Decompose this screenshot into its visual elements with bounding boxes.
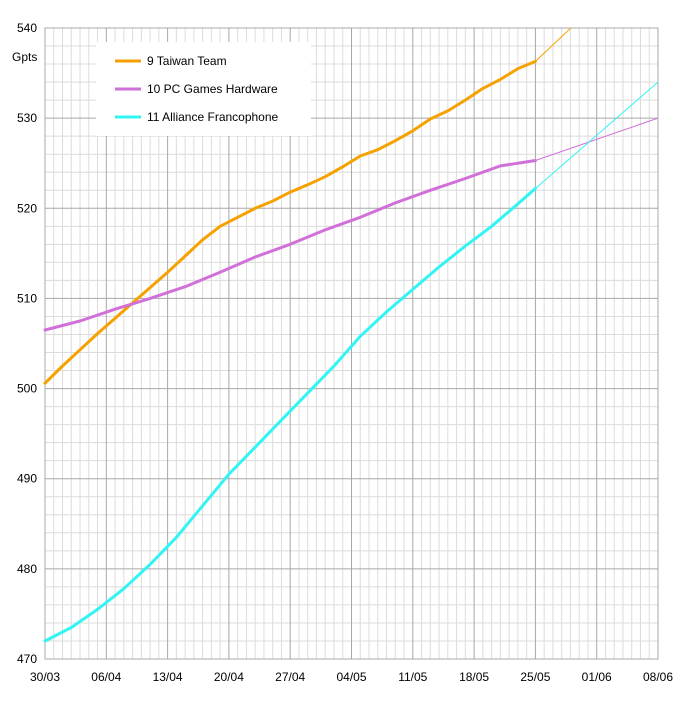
legend-label: 11 Alliance Francophone (147, 110, 279, 124)
y-axis-ticks: 470 480 490 500 510 520 530 540 (17, 21, 37, 666)
legend-label: 9 Taiwan Team (147, 54, 227, 68)
x-tick-label: 01/06 (582, 670, 612, 684)
y-tick-label: 520 (17, 201, 37, 215)
x-tick-label: 04/05 (336, 670, 366, 684)
x-tick-label: 13/04 (153, 670, 183, 684)
series-line-2 (43, 159, 537, 332)
trend-line-series-1 (535, 28, 572, 62)
trend-line-series-2 (535, 117, 658, 161)
trend-line-series-3 (535, 81, 658, 189)
y-tick-label: 500 (17, 382, 37, 396)
trend-lines (535, 28, 658, 189)
y-tick-label: 470 (17, 652, 37, 666)
y-tick-label: 540 (17, 21, 37, 35)
y-tick-label: 510 (17, 291, 37, 305)
series-line-1 (43, 59, 537, 385)
series-lines (43, 59, 537, 643)
x-tick-label: 25/05 (520, 670, 550, 684)
x-tick-label: 06/04 (91, 670, 121, 684)
plot-frame (44, 27, 659, 660)
x-tick-label: 30/03 (30, 670, 60, 684)
y-tick-label: 490 (17, 472, 37, 486)
y-tick-label: 530 (17, 111, 37, 125)
x-tick-label: 08/06 (643, 670, 673, 684)
x-tick-label: 20/04 (214, 670, 244, 684)
y-axis-label: Gpts (12, 50, 37, 64)
legend-label: 10 PC Games Hardware (147, 82, 278, 96)
legend: 9 Taiwan Team 10 PC Games Hardware 11 Alli… (96, 42, 311, 136)
y-tick-label: 480 (17, 562, 37, 576)
x-axis-ticks: 30/03 06/04 13/04 20/04 27/04 04/05 11/05 18/05… (30, 670, 673, 684)
x-tick-label: 18/05 (459, 670, 489, 684)
series-line-3 (43, 187, 537, 643)
x-tick-label: 27/04 (275, 670, 305, 684)
x-tick-label: 11/05 (398, 670, 427, 684)
